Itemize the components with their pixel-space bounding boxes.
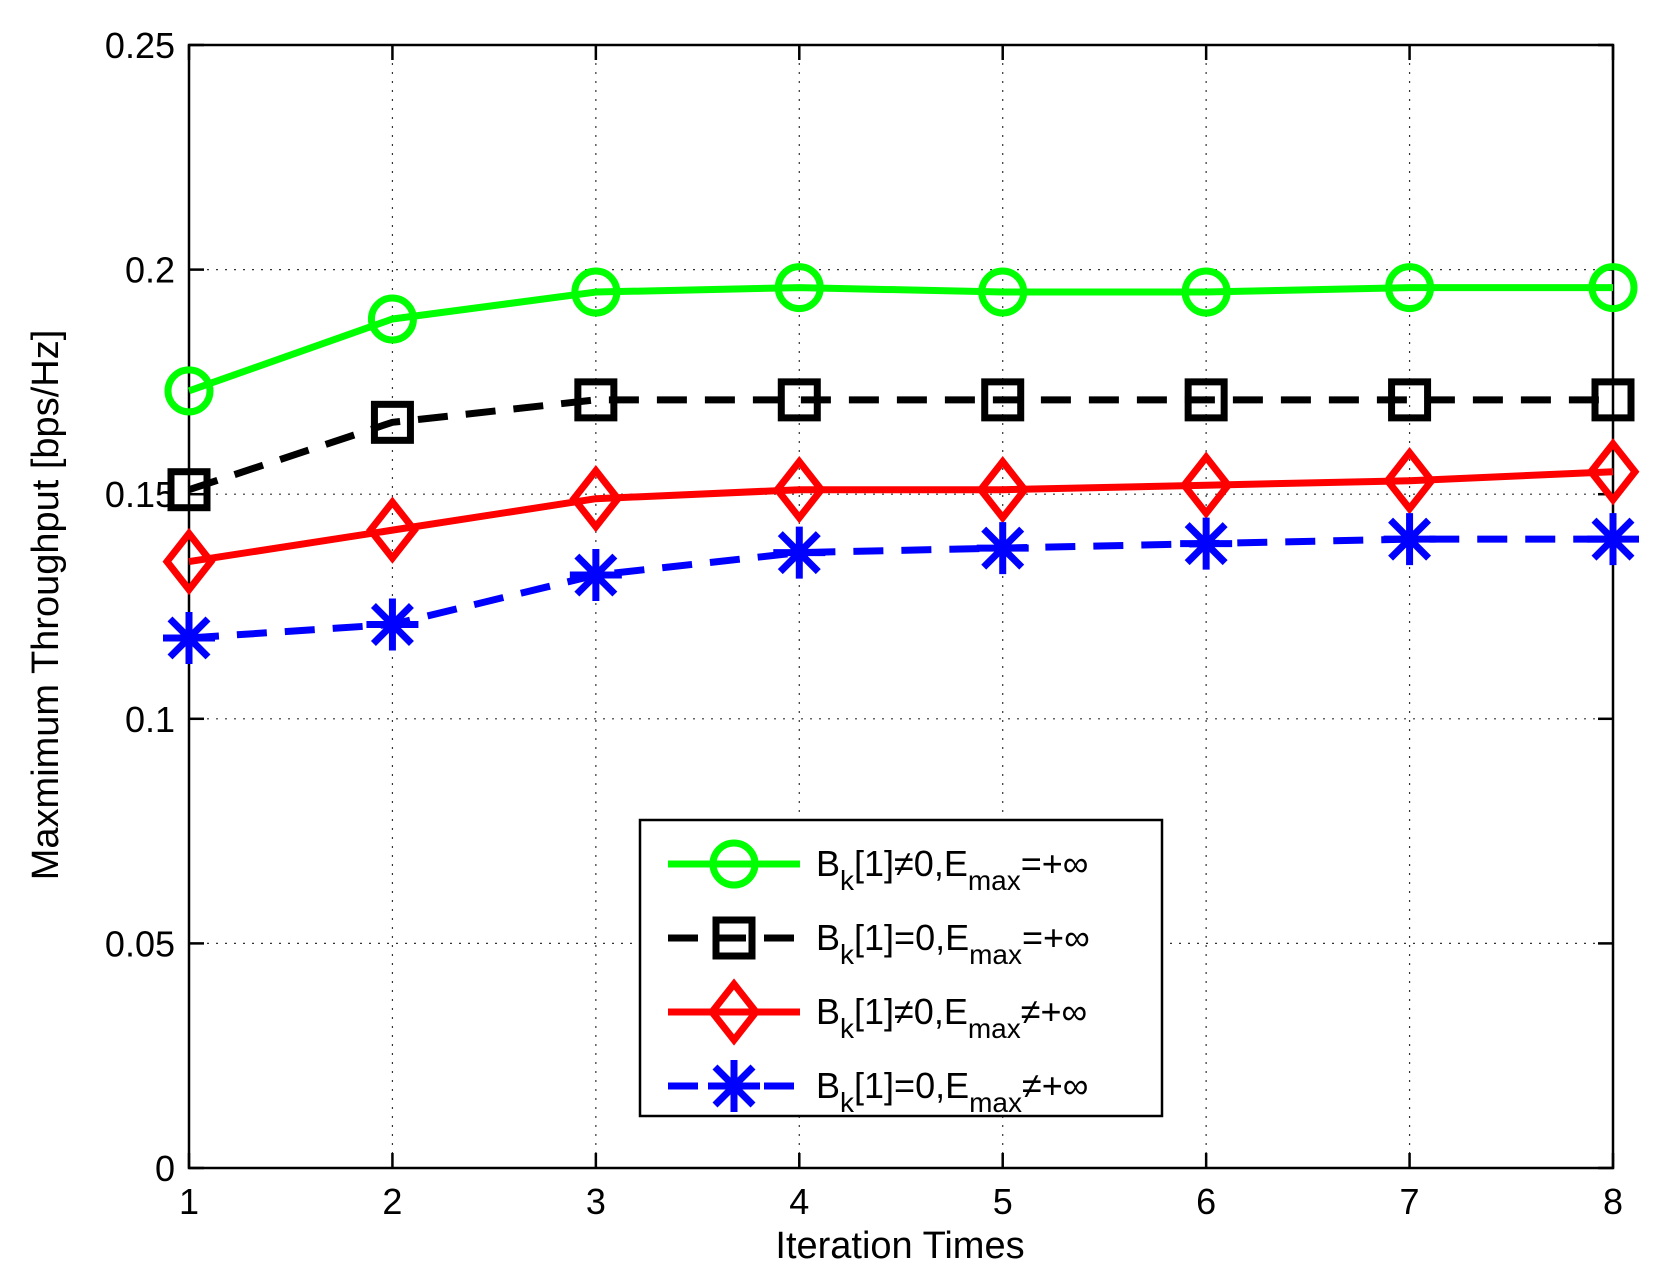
data-point-marker	[162, 527, 216, 596]
x-axis-label: Iteration Times	[775, 1225, 1024, 1267]
y-tick-label: 0.25	[105, 25, 175, 66]
data-point-marker	[367, 294, 417, 344]
data-point-marker	[163, 611, 215, 664]
x-tick-label: 3	[586, 1181, 606, 1222]
series-2	[167, 378, 1635, 512]
y-tick-label: 0.15	[105, 474, 175, 515]
data-point-marker	[1586, 438, 1640, 506]
legend-label: Bk[1]=0,Emax≠+∞	[816, 1065, 1088, 1118]
legend-marker	[709, 839, 759, 889]
legend-box	[638, 818, 1164, 1118]
y-tick-label: 0	[155, 1148, 175, 1189]
legend: Bk[1]≠0,Emax=+∞ Bk[1]=0,Emax=+∞ Bk[1]≠0,Em…	[638, 818, 1164, 1118]
legend-label: Bk[1]=0,Emax=+∞	[816, 917, 1090, 970]
x-tick-label: 8	[1603, 1181, 1623, 1222]
x-tick-label: 1	[179, 1181, 199, 1222]
data-point-marker	[366, 598, 419, 651]
legend-label: Bk[1]≠0,Emax=+∞	[816, 843, 1088, 896]
data-point-marker	[365, 496, 419, 564]
series-line	[188, 468, 1614, 566]
series-1	[164, 263, 1638, 416]
data-point-marker	[569, 549, 622, 602]
series-3	[162, 438, 1640, 596]
data-point-marker	[777, 378, 821, 422]
legend-marker	[712, 916, 756, 960]
x-tick-label: 6	[1196, 1181, 1216, 1222]
series-4	[163, 513, 1639, 664]
legend-marker	[707, 978, 761, 1046]
data-point-marker	[981, 378, 1025, 422]
plot-frame	[187, 43, 1615, 1170]
axes-layer: 1 2 3 4 5 6 7 8 0 0.05 0.1 0.15 0.2 0.25	[105, 25, 1623, 1222]
legend-marker	[708, 1060, 760, 1112]
data-point-marker	[370, 400, 414, 444]
legend-entry-1: Bk[1]≠0,Emax=+∞	[668, 839, 1088, 896]
x-tick-label: 4	[789, 1181, 809, 1222]
legend-entry-3: Bk[1]≠0,Emax≠+∞	[668, 978, 1087, 1046]
data-point-marker	[773, 526, 826, 579]
data-point-marker	[976, 522, 1029, 575]
legend-entry-4: Bk[1]=0,Emax≠+∞	[668, 1060, 1088, 1118]
data-point-marker	[164, 366, 214, 416]
data-point-marker	[1591, 378, 1635, 422]
data-point-marker	[1179, 451, 1233, 519]
data-point-marker	[1388, 378, 1432, 422]
data-point-marker	[1383, 447, 1437, 515]
data-point-marker	[774, 263, 824, 313]
data-point-marker	[976, 456, 1030, 524]
x-tick-label: 5	[993, 1181, 1013, 1222]
data-point-marker	[1181, 267, 1231, 317]
data-point-marker	[1587, 513, 1639, 566]
y-tick-label: 0.2	[125, 250, 175, 291]
legend-entry-2: Bk[1]=0,Emax=+∞	[668, 916, 1090, 970]
y-tick-label: 0.1	[125, 699, 175, 740]
data-point-marker	[571, 267, 621, 317]
data-point-marker	[569, 465, 623, 533]
series-line	[187, 396, 1613, 494]
y-tick-label: 0.05	[105, 923, 175, 964]
series-layer	[162, 263, 1640, 664]
data-point-marker	[1184, 378, 1228, 422]
data-point-marker	[1180, 517, 1233, 570]
x-tick-label: 2	[382, 1181, 402, 1222]
x-tick-label: 7	[1400, 1181, 1420, 1222]
y-axis-label: Maxmimum Throughput [bps/Hz]	[25, 330, 67, 881]
data-point-marker	[978, 267, 1028, 317]
data-point-marker	[1385, 263, 1435, 313]
series-line	[187, 284, 1613, 395]
data-point-marker	[1588, 263, 1638, 313]
data-point-marker	[167, 468, 211, 512]
data-point-marker	[1383, 513, 1436, 566]
legend-label: Bk[1]≠0,Emax≠+∞	[816, 991, 1087, 1044]
data-point-marker	[772, 456, 826, 524]
data-point-marker	[574, 378, 618, 422]
